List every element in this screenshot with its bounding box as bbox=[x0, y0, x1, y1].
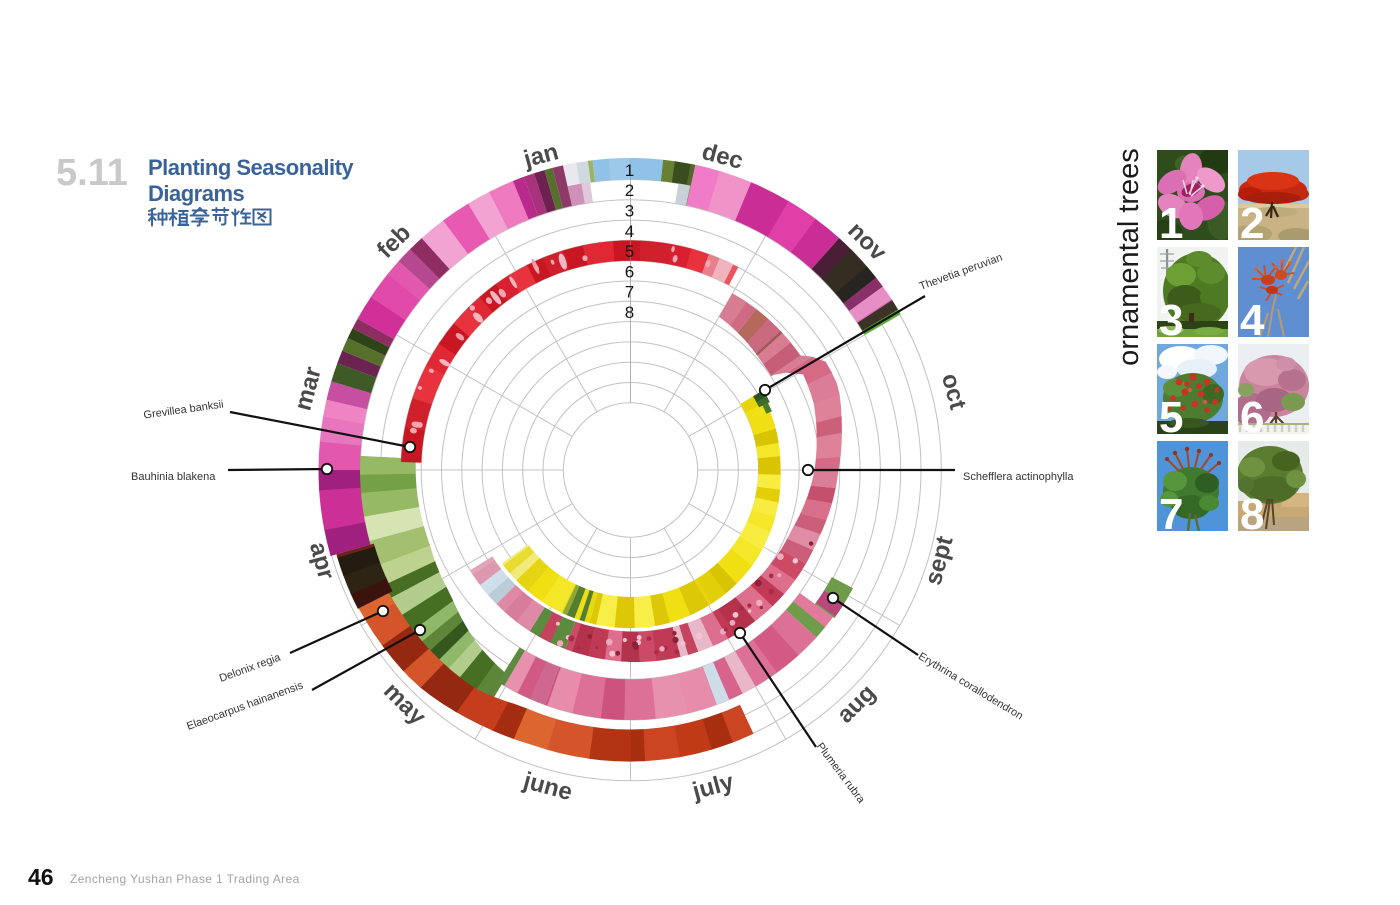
svg-text:aug: aug bbox=[832, 679, 881, 728]
svg-text:june: june bbox=[520, 767, 576, 806]
svg-text:3: 3 bbox=[625, 201, 634, 220]
svg-text:6: 6 bbox=[1240, 393, 1264, 434]
svg-text:oct: oct bbox=[936, 371, 971, 413]
svg-text:4: 4 bbox=[625, 222, 634, 241]
svg-text:Thevetia peruvian: Thevetia peruvian bbox=[918, 252, 1004, 293]
svg-text:Plumeria rubra: Plumeria rubra bbox=[814, 741, 868, 807]
svg-text:7: 7 bbox=[1159, 490, 1183, 531]
svg-text:1: 1 bbox=[625, 161, 634, 180]
svg-text:8: 8 bbox=[1240, 490, 1264, 531]
svg-text:8: 8 bbox=[625, 303, 634, 322]
svg-text:Grevillea banksii: Grevillea banksii bbox=[143, 398, 225, 421]
svg-text:4: 4 bbox=[1240, 296, 1265, 337]
svg-text:7: 7 bbox=[625, 283, 634, 302]
svg-text:6: 6 bbox=[625, 262, 634, 281]
svg-text:Schefflera actinophylla: Schefflera actinophylla bbox=[963, 471, 1074, 483]
svg-text:5: 5 bbox=[625, 242, 634, 261]
svg-text:Elaeocarpus hainanensis: Elaeocarpus hainanensis bbox=[185, 679, 305, 732]
svg-text:5: 5 bbox=[1159, 393, 1183, 434]
svg-text:Delonix regia: Delonix regia bbox=[218, 651, 283, 685]
svg-text:mar: mar bbox=[289, 364, 326, 414]
svg-text:3: 3 bbox=[1159, 296, 1183, 337]
svg-text:Erythrina corallodendron: Erythrina corallodendron bbox=[916, 650, 1025, 722]
svg-text:1: 1 bbox=[1159, 199, 1183, 240]
svg-text:Bauhinia blakena: Bauhinia blakena bbox=[131, 471, 216, 483]
svg-text:2: 2 bbox=[1240, 199, 1264, 240]
svg-text:sept: sept bbox=[920, 533, 959, 588]
svg-text:2: 2 bbox=[625, 181, 634, 200]
